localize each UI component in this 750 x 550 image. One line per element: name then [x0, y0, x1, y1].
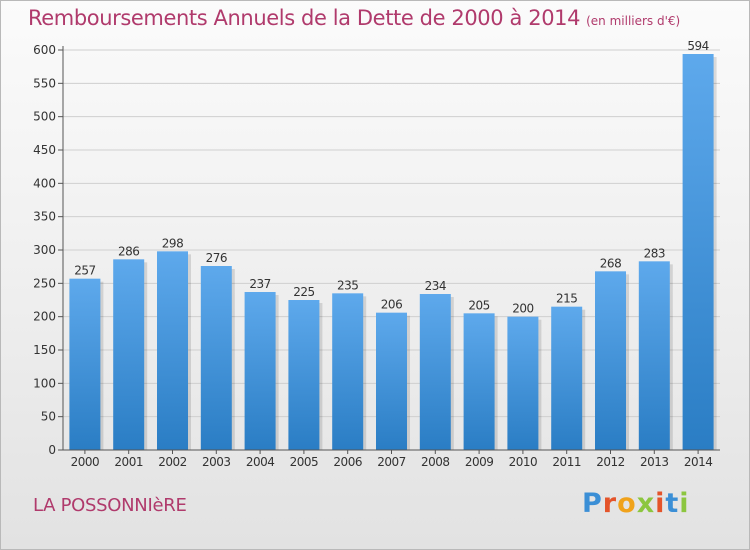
- chart-title-text: Remboursements Annuels de la Dette de 20…: [28, 6, 581, 30]
- bar-value-label: 225: [293, 285, 314, 299]
- x-tick-label: 2004: [246, 455, 275, 469]
- bar-2011[interactable]: [551, 306, 583, 450]
- bar-2002[interactable]: [157, 251, 188, 450]
- x-tick-label: 2008: [421, 455, 450, 469]
- bar-value-label: 286: [118, 244, 139, 258]
- x-tick-label: 2013: [640, 455, 669, 469]
- logo-letter: r: [602, 488, 618, 519]
- logo-letter: x: [636, 488, 656, 519]
- bar-2010[interactable]: [507, 316, 539, 450]
- chart-title: Remboursements Annuels de la Dette de 20…: [28, 6, 680, 30]
- y-tick-label: 200: [33, 310, 56, 324]
- bar-2006[interactable]: [332, 293, 364, 450]
- y-tick-label: 150: [33, 343, 56, 357]
- x-tick-label: 2014: [684, 455, 713, 469]
- y-tick-label: 550: [33, 76, 56, 90]
- y-tick-label: 250: [33, 276, 56, 290]
- bar-2003[interactable]: [200, 266, 232, 450]
- y-axis: 0 50 100 150 200 250 300 350 400 450 500 550 600: [33, 43, 64, 457]
- y-tick-label: 100: [33, 376, 56, 390]
- x-tick-label: 2010: [509, 455, 538, 469]
- y-tick-label: 300: [33, 243, 56, 257]
- bar-2008[interactable]: [419, 294, 451, 450]
- bar-value-label: 200: [512, 302, 533, 316]
- x-tick-label: 2007: [377, 455, 406, 469]
- bar-2014[interactable]: [682, 54, 714, 450]
- bar-2009[interactable]: [463, 313, 495, 450]
- y-tick-label: 450: [33, 143, 56, 157]
- y-tick-label: 350: [33, 210, 56, 224]
- commune-name: LA POSSONNIèRE: [33, 495, 187, 516]
- bar-value-label: 235: [337, 278, 358, 292]
- bar-value-label: 257: [74, 264, 95, 278]
- bar-value-label: 234: [425, 279, 446, 293]
- bar-value-label: 237: [249, 277, 270, 291]
- y-tick-label: 500: [33, 110, 56, 124]
- x-tick-label: 2002: [158, 455, 187, 469]
- x-axis: 2000 2001 2002 2003 2004 2005 2006 2007 2008 2009…: [63, 449, 720, 469]
- x-tick-label: 2005: [290, 455, 319, 469]
- bar-2001[interactable]: [113, 259, 145, 450]
- bar-value-label: 276: [206, 251, 227, 265]
- logo-letter: o: [617, 488, 637, 519]
- logo-letter: P: [582, 488, 603, 519]
- bar-2000[interactable]: [69, 278, 101, 450]
- bar-2005[interactable]: [288, 300, 320, 450]
- bar-value-label: 205: [468, 298, 489, 312]
- proxiti-logo[interactable]: Proxiti: [582, 488, 690, 519]
- logo-letter: i: [679, 488, 690, 519]
- x-tick-label: 2012: [596, 455, 625, 469]
- y-tick-label: 0: [48, 443, 56, 457]
- x-tick-label: 2009: [465, 455, 494, 469]
- bar-value-label: 206: [381, 298, 402, 312]
- x-tick-label: 2006: [333, 455, 362, 469]
- bar-value-label: 268: [600, 256, 621, 270]
- bar-value-label: 594: [687, 39, 708, 53]
- y-tick-label: 600: [33, 43, 56, 57]
- bar-value-label: 215: [556, 292, 577, 306]
- x-tick-label: 2003: [202, 455, 231, 469]
- bar-2013[interactable]: [638, 261, 670, 450]
- chart-unit-label: (en milliers d'€): [586, 14, 681, 28]
- x-tick-label: 2001: [114, 455, 143, 469]
- bar-value-label: 283: [644, 246, 665, 260]
- bar-2004[interactable]: [244, 292, 276, 450]
- bar-2012[interactable]: [595, 271, 626, 450]
- logo-letter: i: [655, 488, 666, 519]
- bar-value-label: 298: [162, 236, 183, 250]
- x-tick-label: 2011: [552, 455, 581, 469]
- x-tick-label: 2000: [71, 455, 100, 469]
- bars-group: 257 286 298 276 237 225 235 206 234 205 200 215 268 2…: [69, 39, 717, 450]
- y-tick-label: 50: [41, 410, 56, 424]
- y-tick-label: 400: [33, 176, 56, 190]
- bar-2007[interactable]: [376, 312, 407, 450]
- logo-letter: t: [665, 488, 680, 519]
